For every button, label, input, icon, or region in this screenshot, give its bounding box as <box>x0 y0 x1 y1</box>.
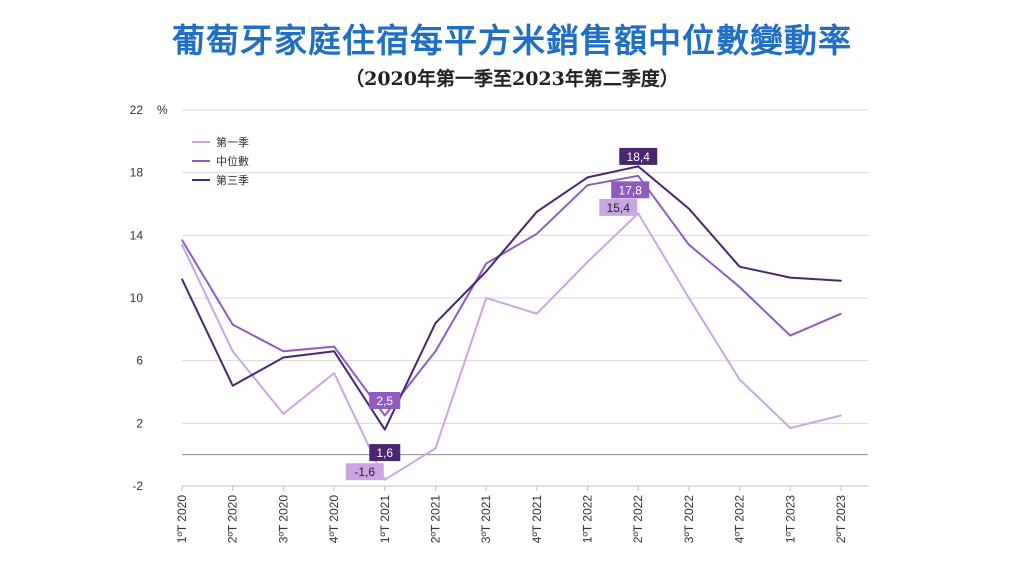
data-label: 2,5 <box>376 394 393 408</box>
x-tick-label: 3ºT 2021 <box>479 495 493 544</box>
data-label: 1,6 <box>376 446 393 460</box>
data-label: 17,8 <box>619 183 643 197</box>
x-tick-label: 2ºT 2020 <box>226 495 240 544</box>
x-tick-label: 1ºT 2023 <box>783 495 797 544</box>
data-point <box>181 239 183 241</box>
data-point <box>231 384 234 387</box>
x-tick-label: 3ºT 2022 <box>682 495 696 544</box>
data-point <box>536 211 538 213</box>
data-point <box>738 265 741 268</box>
data-label: -1,6 <box>354 465 375 479</box>
data-point <box>637 165 640 168</box>
data-point <box>840 312 842 315</box>
data-point <box>586 261 589 263</box>
x-tick-label: 2ºT 2022 <box>631 495 645 544</box>
y-tick-label: 2 <box>136 416 143 430</box>
x-tick-label: 4ºT 2021 <box>530 495 544 544</box>
chart-subtitle: （2020年第一季至2023年第二季度） <box>345 68 679 90</box>
data-point <box>688 297 690 299</box>
chart-title: 葡萄牙家庭住宿每平方米銷售額中位數變動率 <box>172 21 852 60</box>
data-point <box>637 212 640 215</box>
data-label: 18,4 <box>627 150 651 164</box>
data-point <box>586 184 589 186</box>
x-tick-label: 1ºT 2020 <box>175 495 189 544</box>
y-tick-label: 18 <box>130 166 144 180</box>
data-point <box>181 243 183 246</box>
data-point <box>789 427 792 429</box>
data-point <box>282 413 285 415</box>
data-label-box <box>369 392 401 409</box>
data-label-box <box>619 147 658 165</box>
y-tick-label: 14 <box>130 228 144 242</box>
legend-label: 中位數 <box>216 154 249 168</box>
data-point <box>485 297 487 299</box>
data-point <box>840 414 842 417</box>
data-labels: -1,6 15,4 2,5 17,8 1,6 18,4 <box>345 147 658 481</box>
data-point <box>231 350 234 353</box>
series-lines <box>181 165 842 481</box>
data-point <box>637 175 640 177</box>
axes: -2 2 6 10 14 18 22 % 1ºT 2020 2ºT 2020 3ºT 2020 4ºT… <box>130 103 868 543</box>
data-point <box>383 414 386 417</box>
y-tick-label: 6 <box>136 354 143 368</box>
data-point <box>536 232 538 235</box>
data-point <box>181 278 183 281</box>
data-point <box>738 378 741 381</box>
series-line <box>181 212 842 481</box>
data-label-box <box>611 181 650 199</box>
data-point <box>485 262 487 265</box>
data-point <box>536 312 538 315</box>
data-label-box <box>345 463 384 481</box>
data-point <box>333 350 335 353</box>
data-point <box>434 447 437 450</box>
data-point <box>688 243 690 246</box>
data-point <box>231 323 234 326</box>
data-point <box>282 350 285 353</box>
data-point <box>434 350 437 353</box>
legend-label: 第一季 <box>216 135 249 149</box>
x-tick-label: 4ºT 2020 <box>327 495 341 544</box>
y-tick-label: 22 <box>130 103 144 117</box>
data-point <box>282 356 285 359</box>
data-label-box <box>369 444 401 462</box>
data-point <box>738 286 741 288</box>
x-tick-label: 1ºT 2022 <box>581 495 595 544</box>
data-point <box>383 478 386 481</box>
data-point <box>383 428 386 431</box>
data-point <box>333 345 335 348</box>
legend-label: 第三季 <box>216 173 249 187</box>
gridlines <box>182 109 868 424</box>
data-point <box>789 334 792 337</box>
x-tick-label: 4ºT 2022 <box>733 495 747 544</box>
x-tick-label: 2ºT 2023 <box>834 495 848 544</box>
data-point <box>789 276 792 279</box>
x-tick-label: 1ºT 2021 <box>378 495 392 544</box>
data-label-box <box>599 198 638 216</box>
data-point <box>333 372 335 375</box>
data-point <box>485 270 487 273</box>
y-unit-label: % <box>157 103 168 117</box>
series-line <box>181 165 842 431</box>
series-line <box>181 174 842 417</box>
data-label: 15,4 <box>607 201 631 215</box>
data-point <box>840 279 842 282</box>
x-tick-label: 2ºT 2021 <box>428 495 442 544</box>
data-point <box>688 207 690 210</box>
y-tick-label: 10 <box>130 291 144 305</box>
data-point <box>586 176 589 179</box>
data-point <box>434 322 437 324</box>
y-tick-label: -2 <box>132 479 143 493</box>
x-tick-label: 3ºT 2020 <box>276 495 290 544</box>
